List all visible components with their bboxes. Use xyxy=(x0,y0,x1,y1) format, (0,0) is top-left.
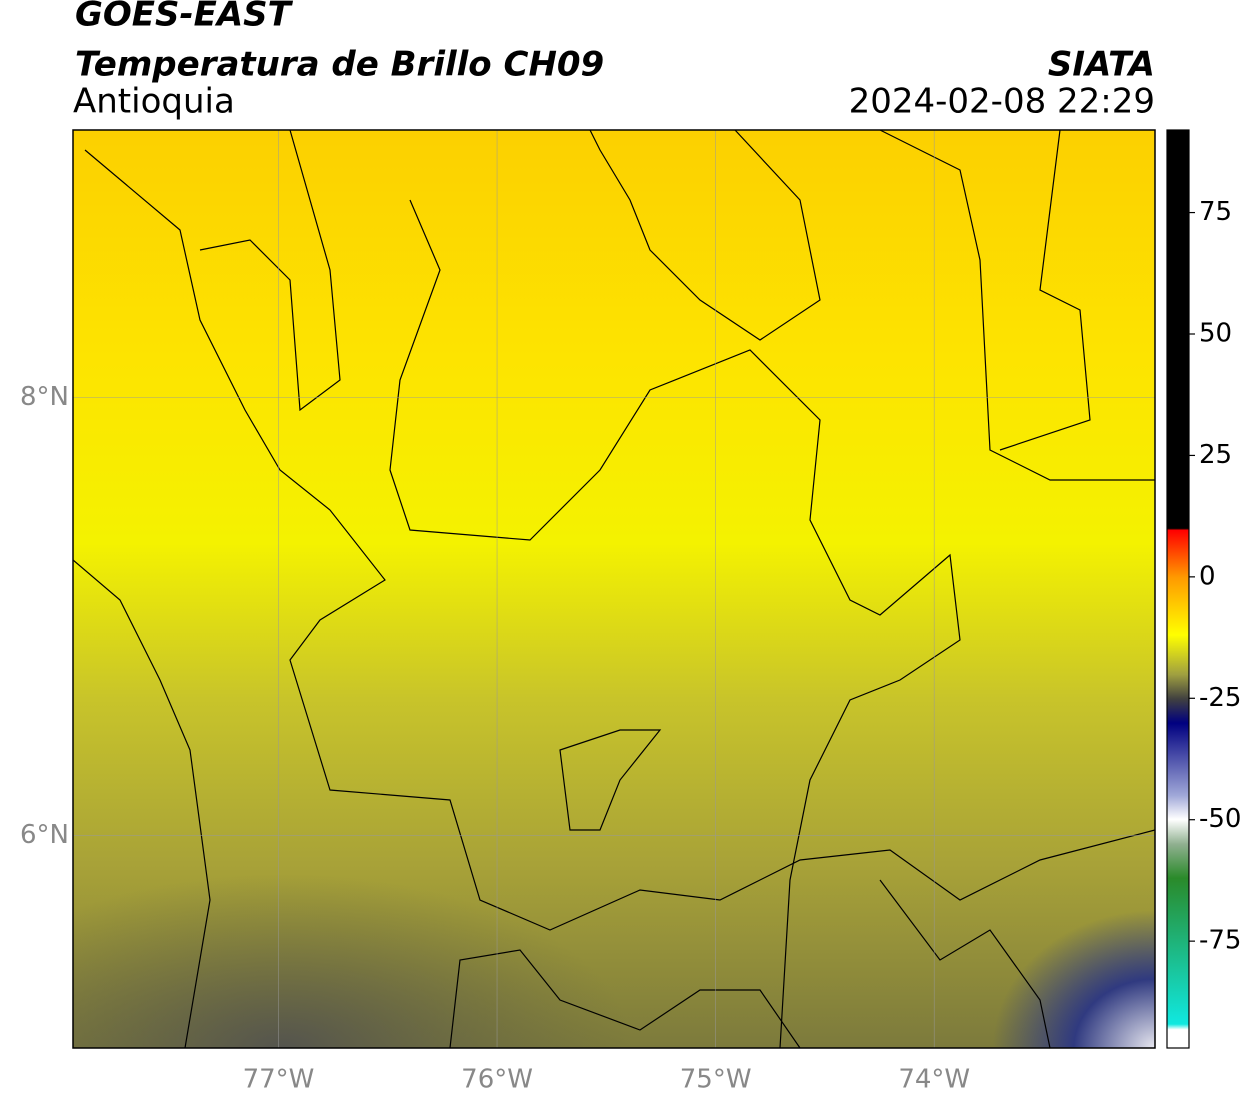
map-field xyxy=(73,130,1155,1048)
subtitle: Temperatura de Brillo CH09 xyxy=(75,45,604,85)
boundaries xyxy=(73,130,1155,1048)
colorbar xyxy=(1166,129,1190,1049)
colorbar-tick-label: 0 xyxy=(1199,561,1216,591)
y-tick-label: 8°N xyxy=(20,382,69,412)
cold-cloud xyxy=(73,130,1155,1048)
datetime: 2024-02-08 22:29 xyxy=(849,82,1155,122)
colorbar-tick-label: -25 xyxy=(1199,683,1241,713)
colorbar-tick-label: 50 xyxy=(1199,319,1232,349)
x-tick-label: 75°W xyxy=(680,1065,752,1095)
colorbar-tick-label: -50 xyxy=(1199,804,1241,834)
colorbar-tick-label: 25 xyxy=(1199,440,1232,470)
x-tick-label: 76°W xyxy=(461,1065,533,1095)
source: SIATA xyxy=(1048,45,1155,85)
title: GOES-EAST xyxy=(75,0,294,35)
x-tick-label: 74°W xyxy=(898,1065,970,1095)
colorbar-tick-label: 75 xyxy=(1199,197,1232,227)
grid xyxy=(73,130,1155,1048)
y-tick-label: 6°N xyxy=(20,820,69,850)
colorbar-tick-label: -75 xyxy=(1199,926,1241,956)
x-tick-label: 77°W xyxy=(243,1065,315,1095)
region: Antioquia xyxy=(73,82,235,122)
map-frame xyxy=(72,129,1156,1049)
